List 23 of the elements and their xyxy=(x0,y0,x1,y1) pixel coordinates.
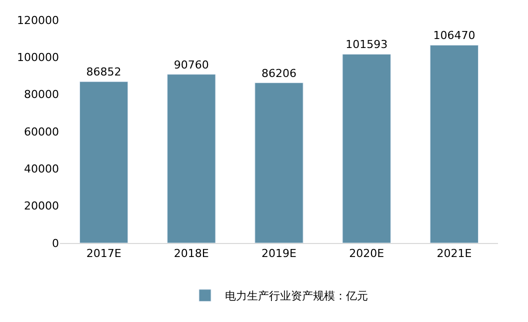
bar xyxy=(254,82,304,243)
y-tick-label: 100000 xyxy=(17,51,59,64)
data-label: 101593 xyxy=(346,38,388,52)
data-label: 86852 xyxy=(86,66,122,79)
y-tick-label: 80000 xyxy=(24,88,59,102)
bar xyxy=(79,81,128,243)
y-tick-label: 20000 xyxy=(24,200,59,213)
y-tick-label: 120000 xyxy=(17,14,59,27)
data-label: 86206 xyxy=(262,66,296,80)
legend-label: 电力生产行业资产规模：亿元 xyxy=(225,290,368,303)
y-tick-label: 40000 xyxy=(24,162,59,176)
data-label: 90760 xyxy=(174,58,209,72)
bar xyxy=(342,54,391,243)
x-tick-label: 2019E xyxy=(262,247,297,260)
x-tick-label: 2021E xyxy=(436,247,472,260)
x-tick-label: 2020E xyxy=(349,247,384,260)
bar xyxy=(430,44,479,243)
y-tick-label: 0 xyxy=(52,236,59,250)
data-label: 106470 xyxy=(433,29,476,42)
y-tick-label: 60000 xyxy=(24,125,59,138)
x-tick-label: 2018E xyxy=(174,247,209,260)
bar xyxy=(167,74,216,243)
x-tick-label: 2017E xyxy=(86,247,122,260)
